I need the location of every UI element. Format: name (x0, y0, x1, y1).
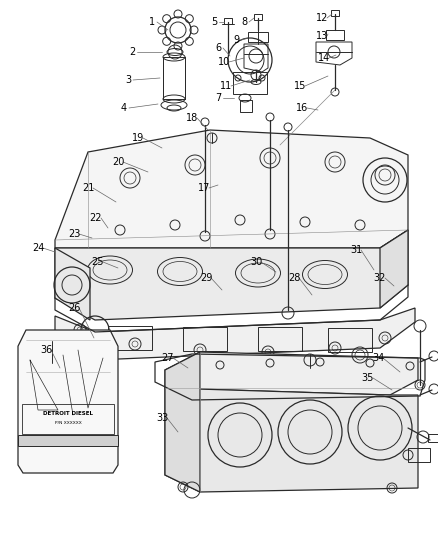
Text: 22: 22 (90, 213, 102, 223)
Bar (254, 14, 262, 20)
Text: P/N XXXXXX: P/N XXXXXX (55, 421, 81, 425)
Polygon shape (55, 230, 408, 320)
Polygon shape (55, 308, 415, 360)
Polygon shape (165, 352, 418, 395)
Polygon shape (165, 352, 200, 492)
Polygon shape (165, 388, 418, 492)
Polygon shape (18, 330, 118, 473)
Text: 10: 10 (218, 57, 230, 67)
Text: 27: 27 (162, 353, 174, 363)
Text: 34: 34 (372, 353, 384, 363)
Text: 13: 13 (316, 31, 328, 41)
Text: 29: 29 (200, 273, 212, 283)
Text: 24: 24 (32, 243, 44, 253)
Text: 2: 2 (129, 47, 135, 57)
Bar (183, 327, 227, 351)
Text: 33: 33 (156, 413, 168, 423)
Text: 3: 3 (125, 75, 131, 85)
Text: 36: 36 (40, 345, 52, 355)
Text: 1: 1 (149, 17, 155, 27)
Bar (233, 72, 267, 94)
Polygon shape (380, 230, 408, 308)
Bar (163, 57, 185, 99)
Text: 21: 21 (82, 183, 94, 193)
Bar (224, 18, 232, 24)
Text: 12: 12 (316, 13, 328, 23)
Polygon shape (55, 248, 90, 320)
Bar (331, 10, 339, 16)
Text: 16: 16 (296, 103, 308, 113)
Bar (258, 327, 302, 351)
Text: 6: 6 (215, 43, 221, 53)
Text: 5: 5 (211, 17, 217, 27)
Bar (18, 435, 118, 446)
Text: 4: 4 (121, 103, 127, 113)
Text: 23: 23 (68, 229, 80, 239)
Bar (240, 100, 252, 112)
Bar (428, 434, 438, 442)
Text: 18: 18 (186, 113, 198, 123)
Bar (408, 448, 430, 462)
Bar (108, 326, 152, 350)
Text: 19: 19 (132, 133, 144, 143)
Text: 11: 11 (220, 81, 232, 91)
Text: DETROIT DIESEL: DETROIT DIESEL (43, 411, 93, 416)
Text: 17: 17 (198, 183, 210, 193)
Text: 31: 31 (350, 245, 362, 255)
Text: 32: 32 (374, 273, 386, 283)
Text: 30: 30 (250, 257, 262, 267)
Polygon shape (55, 130, 408, 248)
Text: 35: 35 (362, 373, 374, 383)
Text: 9: 9 (233, 35, 239, 45)
Bar (328, 327, 372, 351)
Text: 8: 8 (241, 17, 247, 27)
Text: 25: 25 (92, 257, 104, 267)
Text: 20: 20 (112, 157, 124, 167)
Text: 26: 26 (68, 303, 80, 313)
Text: 14: 14 (318, 53, 330, 63)
Text: 15: 15 (294, 81, 306, 91)
Text: 7: 7 (215, 93, 221, 103)
Bar (22, 404, 114, 434)
Text: 28: 28 (288, 273, 300, 283)
